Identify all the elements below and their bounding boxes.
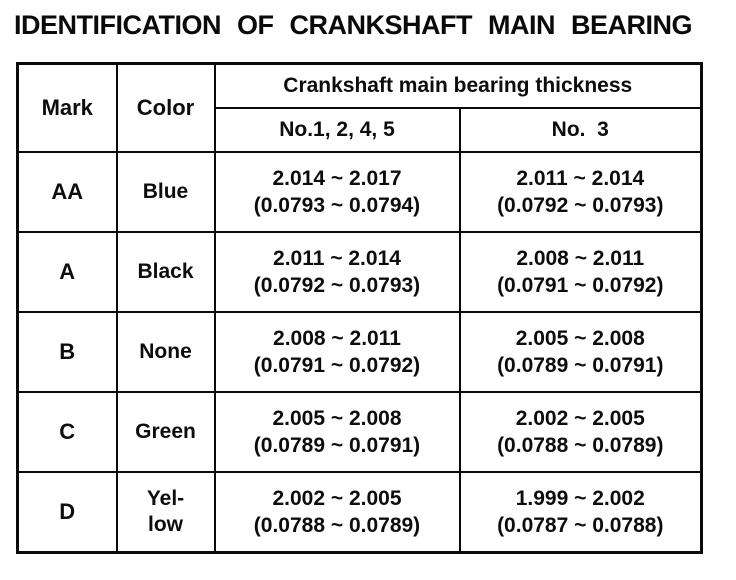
thickness-no1245-cell: 2.011 ~ 2.014 (0.0792 ~ 0.0793) xyxy=(213,231,461,313)
mark-cell: A xyxy=(16,231,118,313)
thickness-mm: 2.011 ~ 2.014 xyxy=(516,166,645,190)
color-cell: None xyxy=(115,311,216,393)
thickness-no3-cell: 2.008 ~ 2.011 (0.0791 ~ 0.0792) xyxy=(458,231,703,313)
thickness-mm: 1.999 ~ 2.002 xyxy=(515,486,645,510)
color-cell: Black xyxy=(115,231,216,313)
thickness-mm: 2.008 ~ 2.011 xyxy=(516,246,645,270)
thickness-mm: 2.002 ~ 2.005 xyxy=(515,406,645,430)
mark-cell: AA xyxy=(16,151,118,233)
thickness-inch: (0.0792 ~ 0.0793) xyxy=(497,194,664,217)
table-row-c: C Green 2.005 ~ 2.008 (0.0789 ~ 0.0791) … xyxy=(16,391,703,473)
thickness-mm: 2.005 ~ 2.008 xyxy=(515,326,645,350)
bearing-identification-table: Mark Color Crankshaft main bearing thick… xyxy=(16,62,704,554)
thickness-no1245-cell: 2.002 ~ 2.005 (0.0788 ~ 0.0789) xyxy=(213,471,461,554)
thickness-mm: 2.002 ~ 2.005 xyxy=(272,486,402,510)
mark-cell: D xyxy=(16,471,118,554)
thickness-no3-cell: 2.002 ~ 2.005 (0.0788 ~ 0.0789) xyxy=(458,391,703,473)
header-row-group: Mark Color Crankshaft main bearing thick… xyxy=(16,62,703,153)
thickness-inch: (0.0788 ~ 0.0789) xyxy=(497,434,664,457)
thickness-mm: 2.008 ~ 2.011 xyxy=(273,326,401,350)
col-header-color: Color xyxy=(115,62,216,153)
thickness-inch: (0.0791 ~ 0.0792) xyxy=(497,274,664,297)
color-cell: Yel- low xyxy=(115,471,216,554)
thickness-no3-cell: 2.011 ~ 2.014 (0.0792 ~ 0.0793) xyxy=(458,151,703,233)
thickness-inch: (0.0789 ~ 0.0791) xyxy=(253,434,421,457)
col-header-no1245: No.1, 2, 4, 5 xyxy=(213,107,461,153)
thickness-inch: (0.0789 ~ 0.0791) xyxy=(497,354,664,377)
mark-cell: C xyxy=(16,391,118,473)
color-cell: Blue xyxy=(115,151,216,233)
thickness-inch: (0.0793 ~ 0.0794) xyxy=(253,194,421,217)
table-row-a: A Black 2.011 ~ 2.014 (0.0792 ~ 0.0793) … xyxy=(16,231,703,313)
thickness-mm: 2.014 ~ 2.017 xyxy=(272,166,402,190)
thickness-inch: (0.0791 ~ 0.0792) xyxy=(253,354,421,377)
col-header-mark: Mark xyxy=(16,62,118,153)
header-row-sub: No.1, 2, 4, 5 No. 3 xyxy=(18,107,703,153)
col-header-thickness-group: Crankshaft main bearing thickness xyxy=(213,62,703,109)
table-row-d: D Yel- low 2.002 ~ 2.005 (0.0788 ~ 0.078… xyxy=(16,471,703,554)
color-cell: Green xyxy=(115,391,216,473)
thickness-no3-cell: 2.005 ~ 2.008 (0.0789 ~ 0.0791) xyxy=(458,311,703,393)
thickness-no1245-cell: 2.008 ~ 2.011 (0.0791 ~ 0.0792) xyxy=(213,311,461,393)
table-row-b: B None 2.008 ~ 2.011 (0.0791 ~ 0.0792) 2… xyxy=(16,311,703,393)
mark-cell: B xyxy=(16,311,118,393)
thickness-mm: 2.005 ~ 2.008 xyxy=(272,406,402,430)
thickness-no3-cell: 1.999 ~ 2.002 (0.0787 ~ 0.0788) xyxy=(458,471,703,554)
thickness-no1245-cell: 2.005 ~ 2.008 (0.0789 ~ 0.0791) xyxy=(213,391,461,473)
thickness-mm: 2.011 ~ 2.014 xyxy=(273,246,401,270)
thickness-inch: (0.0792 ~ 0.0793) xyxy=(253,274,421,297)
table-row-aa: AA Blue 2.014 ~ 2.017 (0.0793 ~ 0.0794) … xyxy=(16,151,703,233)
page-title: IDENTIFICATION OF CRANKSHAFT MAIN BEARIN… xyxy=(14,10,692,40)
thickness-inch: (0.0788 ~ 0.0789) xyxy=(253,514,421,537)
thickness-no1245-cell: 2.014 ~ 2.017 (0.0793 ~ 0.0794) xyxy=(213,151,461,233)
col-header-no3: No. 3 xyxy=(458,107,703,153)
thickness-inch: (0.0787 ~ 0.0788) xyxy=(497,514,664,537)
